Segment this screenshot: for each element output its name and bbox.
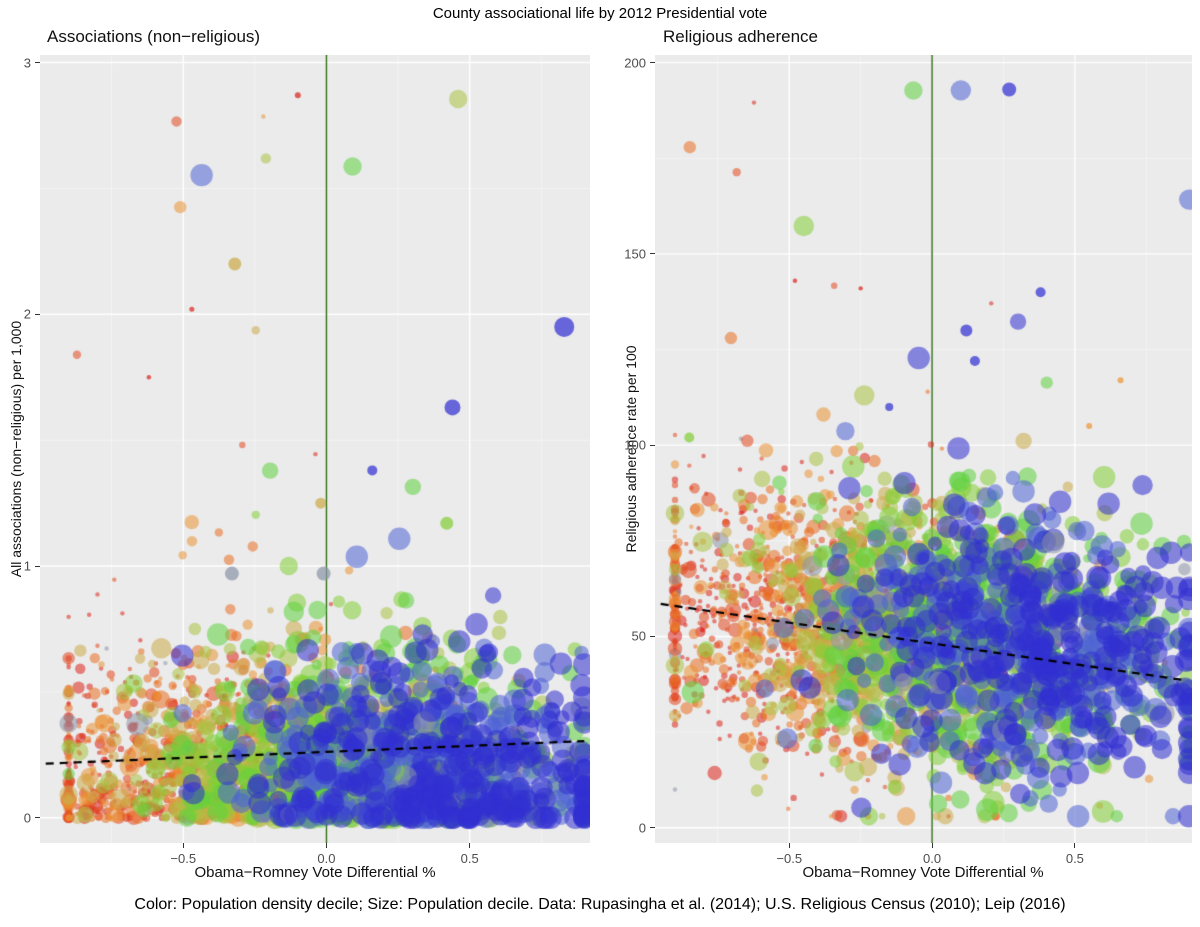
y-tick-label: 150 [624,246,646,262]
right-scatter-plot [655,55,1192,843]
x-tick-label: 0.5 [460,851,479,866]
x-tick-mark [931,843,933,848]
y-tick-label: 0 [638,820,646,836]
x-tick-mark [182,843,184,848]
right-panel-title: Religious adherence [663,27,818,46]
left-x-axis-title: Obama−Romney Vote Differential % [194,864,436,881]
x-tick-label: 0.5 [1065,851,1084,866]
y-tick-label: 200 [624,55,646,71]
left-y-axis-title: All associations (non−religious) per 1,0… [8,320,24,578]
x-tick-label: −0.5 [170,851,197,866]
x-tick-mark [788,843,790,848]
y-tick-label: 1 [23,558,31,574]
right-x-axis-title: Obama−Romney Vote Differential % [802,864,1044,881]
left-panel-title: Associations (non−religious) [47,27,261,46]
left-scatter-plot [40,55,590,843]
y-tick-label: 3 [23,55,31,71]
y-tick-label: 50 [631,628,646,644]
figure-caption: Color: Population density decile; Size: … [134,896,1066,913]
chart-title: County associational life by 2012 Presid… [432,5,768,22]
x-tick-mark [1074,843,1076,848]
y-tick-label: 0 [23,810,31,826]
right-y-axis-title: Religious adherence rate per 100 [623,345,639,553]
x-tick-mark [325,843,327,848]
y-tick-label: 2 [23,306,31,322]
x-tick-label: −0.5 [776,851,803,866]
x-tick-mark [469,843,471,848]
